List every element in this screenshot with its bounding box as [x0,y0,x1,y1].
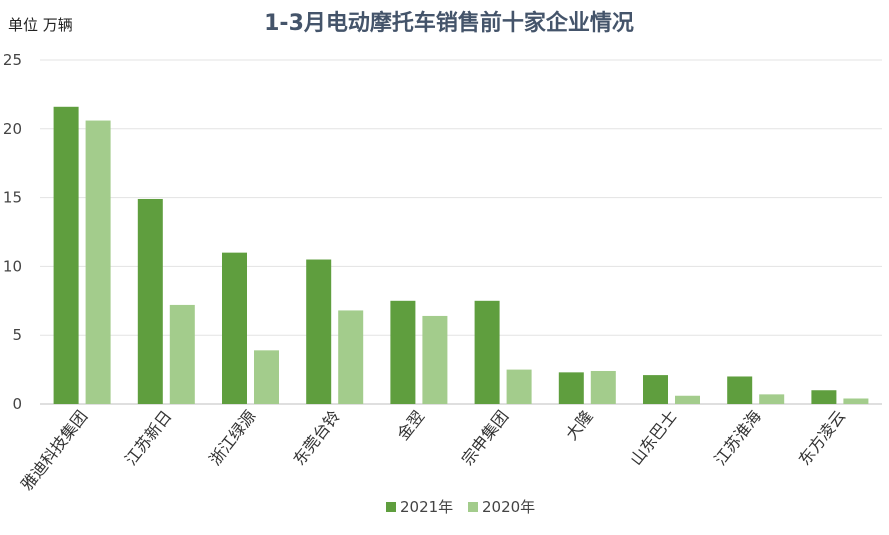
x-category-label: 大隆 [562,407,597,444]
y-axis-ticks: 0 5 10 15 20 25 [3,51,22,413]
chart-title: 1-3月电动摩托车销售前十家企业情况 [264,10,634,36]
legend-swatch [468,502,478,512]
legend-label: 2021年 [400,498,453,516]
x-category-label: 东莞台铃 [289,407,343,469]
y-tick-label: 0 [12,395,22,413]
unit-label: 单位 万辆 [8,16,73,34]
bar-series1 [306,259,332,404]
bars [53,106,869,404]
x-category-label: 宗申集团 [458,407,512,469]
x-category-label: 金翌 [393,407,428,444]
y-tick-label: 5 [12,326,22,344]
x-category-label: 江苏淮海 [710,407,764,469]
bar-series1 [811,390,837,404]
x-category-label: 浙江绿源 [205,407,259,469]
y-tick-label: 25 [3,51,22,69]
bar-series2 [422,315,448,404]
y-tick-label: 20 [3,120,22,138]
bar-series2 [338,310,364,404]
gridlines [40,59,882,405]
x-axis-categories: 雅迪科技集团 江苏新日 浙江绿源 东莞台铃 金翌 宗申集团 大隆 山东巴士 江苏淮海 东方凌云 [17,407,849,494]
x-category-label: 东方凌云 [795,407,849,469]
bar-series2 [843,398,869,404]
bar-series1 [474,300,500,404]
legend-swatch [386,502,396,512]
y-tick-label: 10 [3,257,22,275]
bar-series2 [169,304,195,404]
bar-series1 [643,375,668,404]
bar-series2 [85,120,111,404]
x-category-label: 江苏新日 [121,407,175,469]
bar-series1 [222,252,247,404]
legend: 2021年 2020年 [386,498,535,516]
bar-series1 [558,372,584,404]
y-tick-label: 15 [3,189,22,207]
x-category-label: 雅迪科技集团 [17,407,91,494]
bar-series2 [590,370,616,404]
bar-series1 [727,376,753,404]
bar-series1 [390,300,416,404]
bar-series1 [137,198,163,404]
bar-series1 [53,106,79,404]
bar-series2 [506,369,532,404]
legend-label: 2020年 [482,498,535,516]
bar-series2 [254,350,279,404]
x-category-label: 山东巴士 [626,407,680,469]
bar-series2 [759,394,785,404]
bar-series2 [675,395,700,404]
